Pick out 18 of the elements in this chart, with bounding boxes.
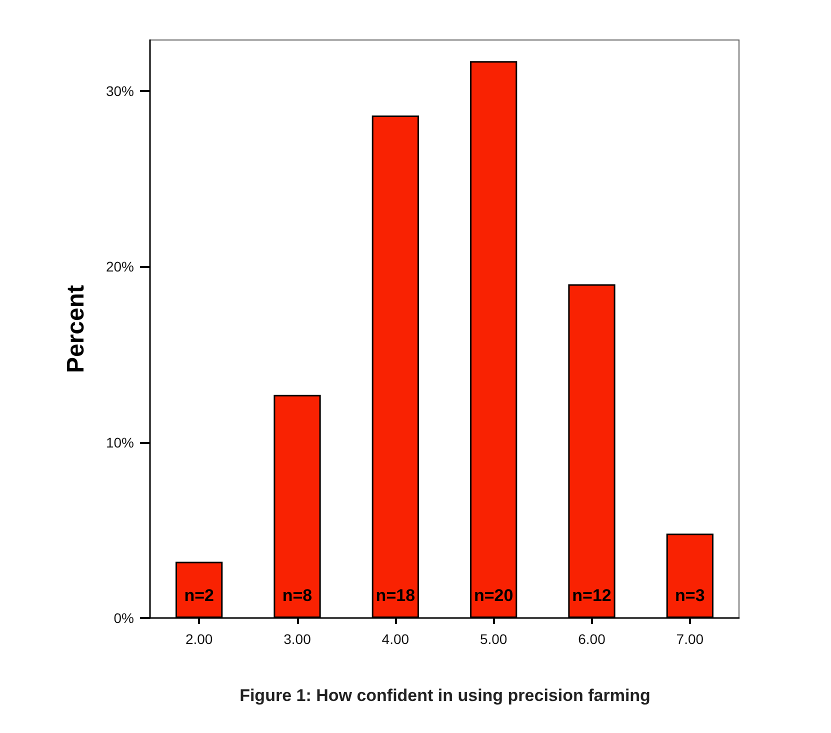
text: Figure 1: How confident in using precision farming xyxy=(240,686,650,705)
annotation: n=3 xyxy=(675,586,705,605)
x-tick-label: 2.00 xyxy=(185,631,213,647)
annotation: n=2 xyxy=(184,586,214,605)
y-tick-label: 10% xyxy=(106,434,134,450)
y-tick-label: 0% xyxy=(114,610,134,626)
x-tick-label: 7.00 xyxy=(676,631,704,647)
annotation: n=18 xyxy=(376,586,416,605)
y-tick-label: 30% xyxy=(106,82,134,99)
y-axis-title: Percent xyxy=(62,284,90,374)
x-tick-label: 3.00 xyxy=(284,631,312,647)
x-tick-label: 5.00 xyxy=(480,631,508,647)
x-tick-label: 6.00 xyxy=(578,631,606,647)
x-tick-label: 4.00 xyxy=(382,631,410,647)
y-tick-label: 20% xyxy=(106,258,134,275)
annotation: n=12 xyxy=(572,586,612,605)
annotation: n=20 xyxy=(474,586,514,605)
annotation: n=8 xyxy=(282,586,312,605)
